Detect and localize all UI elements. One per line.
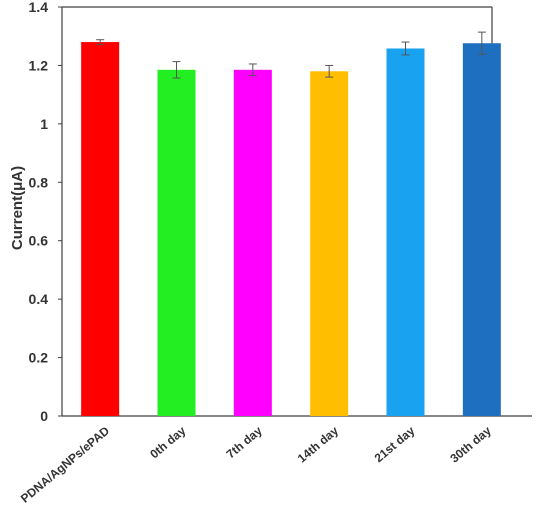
y-axis-label: Current(μA) xyxy=(9,166,26,250)
x-tick-label: 21st day xyxy=(372,423,418,465)
y-tick-label: 1 xyxy=(40,116,48,132)
x-axis-ticks: PDNA/AgNPs/ePAD 0th day 7th day 14th day 21s… xyxy=(18,423,494,505)
bar xyxy=(310,71,349,417)
y-tick-label: 0.6 xyxy=(29,233,49,249)
y-tick-label: 0 xyxy=(40,408,48,424)
y-axis-ticks: 0 0.2 0.4 0.6 0.8 1 1.2 1.4 xyxy=(29,0,62,424)
x-tick-label: 7th day xyxy=(224,423,265,461)
bars xyxy=(81,42,501,417)
bar xyxy=(81,42,120,417)
plot-frame xyxy=(61,6,532,417)
bar xyxy=(386,48,425,417)
bar xyxy=(233,69,272,416)
x-tick-label: 14th day xyxy=(295,423,342,465)
y-tick-label: 1.2 xyxy=(29,57,49,73)
y-tick-label: 0.2 xyxy=(29,350,49,366)
y-tick-label: 1.4 xyxy=(29,0,49,15)
bar xyxy=(462,43,501,417)
y-tick-label: 0.4 xyxy=(29,291,49,307)
x-tick-label: 0th day xyxy=(147,423,188,461)
y-tick-label: 0.8 xyxy=(29,174,49,190)
x-tick-label: 30th day xyxy=(447,423,494,465)
x-tick-label: PDNA/AgNPs/ePAD xyxy=(18,423,112,505)
bar xyxy=(157,69,196,416)
error-bars xyxy=(96,31,486,79)
